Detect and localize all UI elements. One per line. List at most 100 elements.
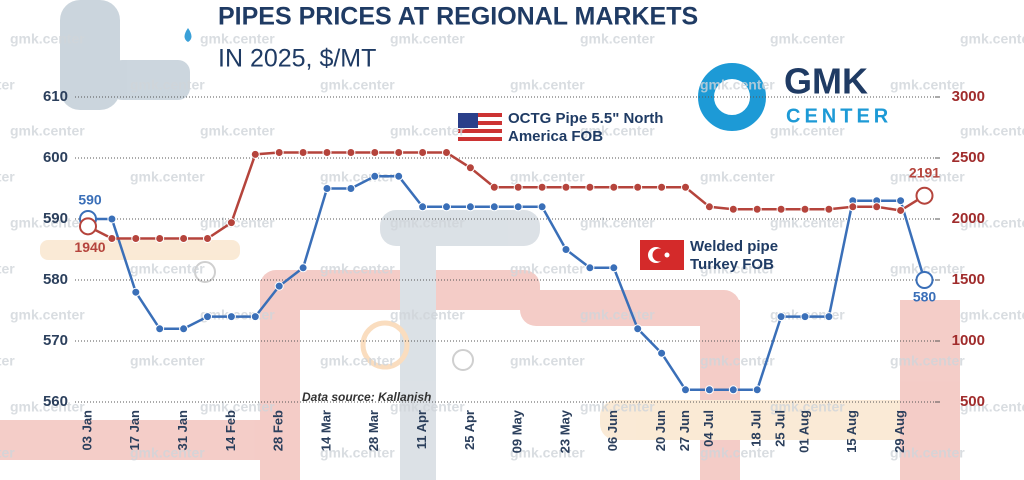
data-point [179,324,189,334]
x-tick-label: 09 May [510,409,525,453]
data-point [728,204,738,214]
data-point [155,324,165,334]
y2-tick-label: 1500 [952,271,985,288]
data-point [872,202,882,212]
watermark: gmk.center [960,399,1024,415]
data-point [633,182,643,192]
x-tick-label: 28 Mar [366,410,381,451]
data-point [681,385,690,395]
watermark: gmk.center [320,261,395,277]
data-point [274,281,284,291]
watermark: gmk.center [390,399,465,415]
data-point [418,202,428,212]
data-point [824,204,834,214]
data-point [322,148,332,158]
y2-tick-label: 3000 [952,88,985,105]
data-point [442,148,451,158]
watermark: gmk.center [510,445,585,461]
watermark: gmk.center [890,353,965,369]
data-point [657,182,667,192]
data-point [465,163,475,173]
background-illustration [0,0,960,480]
data-point [896,196,906,206]
data-label: 590 [78,192,102,208]
watermark: gmk.center [770,399,845,415]
source: Data source: Kallanish [302,390,431,404]
data-point [489,202,499,212]
watermark: gmk.center [770,215,845,231]
data-point [489,182,499,192]
y-tick-label: 590 [43,210,68,227]
data-label: 2191 [909,164,940,180]
data-point [107,214,117,224]
watermark: gmk.center [200,31,275,47]
watermark: gmk.center [130,77,205,93]
logo-text: GMK [784,61,868,102]
watermark: gmk.center [700,445,775,461]
data-point [394,148,404,158]
data-point [704,385,714,395]
data-point [752,385,762,395]
logo-text: CENTER [786,105,892,127]
x-tick-label: 20 Jun [653,410,668,451]
data-point [585,263,595,273]
data-point [79,217,97,236]
data-point [442,202,451,212]
watermark: gmk.center [960,215,1024,231]
data-point [203,312,212,322]
drop-icon [184,28,192,42]
watermark: gmk.center [580,307,655,323]
watermark: gmk.center [960,123,1024,139]
data-point [370,171,380,181]
data-point [298,148,308,158]
watermark: gmk.center [130,353,205,369]
data-point [226,312,236,322]
data-point [250,149,260,159]
legend-entry: OCTG Pipe 5.5" North America FOB [508,110,664,145]
data-point [915,271,934,289]
data-point [322,184,332,193]
data-point [915,186,934,205]
x-tick-label: 25 Jul [773,410,788,447]
data-point [752,204,762,214]
flag-tr [640,240,684,270]
data-point [131,287,141,297]
legend-entry: Welded pipe Turkey FOB [690,238,779,273]
y-tick-label: 600 [43,149,68,166]
data-point [274,148,284,158]
watermark: gmk.center [200,215,275,231]
data-point [513,202,523,212]
x-tick-label: 17 Jan [127,410,142,451]
watermark: gmk.center [0,77,15,93]
data-point [250,312,260,322]
watermark: gmk.center [390,31,465,47]
y2-tick-label: 1000 [952,332,985,349]
y2-tick-label: 500 [960,393,985,410]
watermark: gmk.center [320,445,395,461]
data-point [346,184,356,193]
data-point [537,182,547,192]
watermark: gmk.center [580,123,655,139]
watermark: gmk.center [10,215,85,231]
watermark: gmk.center [10,307,85,323]
watermark: gmk.center [700,77,775,93]
data-point [394,171,404,181]
watermark: gmk.center [510,353,585,369]
data-point [609,182,619,192]
watermark: gmk.center [580,31,655,47]
data-point [609,263,619,273]
x-tick-label: 31 Jan [175,410,190,451]
x-tick-label: 01 Aug [796,410,811,453]
watermark: gmk.center [510,169,585,185]
data-point [203,234,212,244]
y-tick-label: 560 [43,393,68,410]
data-point [179,234,189,244]
data-point [848,202,858,212]
watermark: gmk.center [960,31,1024,47]
watermark: gmk.center [130,261,205,277]
x-tick-label: 23 May [557,409,572,453]
watermark: gmk.center [200,399,275,415]
watermark: gmk.center [0,261,15,277]
y-tick-label: 580 [43,271,68,288]
